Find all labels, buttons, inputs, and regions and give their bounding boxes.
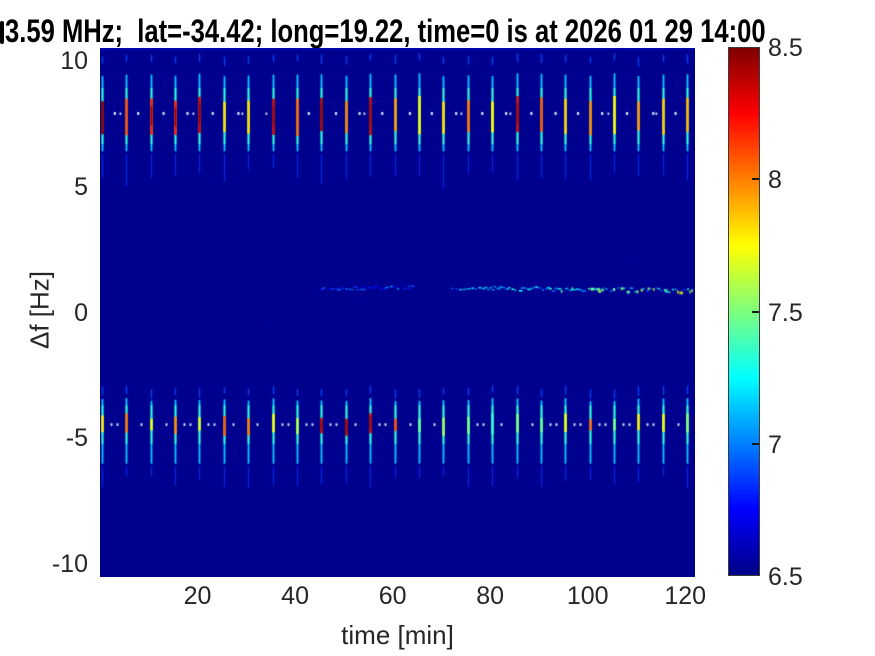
colorbar-tick-mark [752, 442, 759, 445]
colorbar-tick-label: 7.5 [768, 298, 803, 327]
y-tick-label: 5 [74, 172, 88, 201]
x-tick-label: 100 [566, 582, 609, 610]
colorbar-tick-mark [752, 310, 759, 313]
colorbar-tick-label: 7 [768, 430, 782, 459]
colorbar-tick-label: 6.5 [768, 563, 803, 591]
spectrogram-canvas [100, 48, 695, 577]
colorbar-tick-label: 8.5 [768, 34, 803, 62]
x-tick-label: 60 [378, 582, 407, 610]
x-axis-label: time [min] [341, 620, 454, 650]
y-tick-label: 0 [74, 298, 88, 327]
x-tick-label: 40 [281, 582, 309, 610]
title-clipped-char [0, 21, 4, 44]
x-tick-label: 120 [664, 582, 707, 610]
colorbar-tick-mark [752, 178, 759, 181]
x-tick-label: 80 [476, 582, 505, 610]
colorbar-tick-label: 8 [768, 166, 782, 195]
y-tick-label: 10 [60, 46, 88, 75]
x-tick-label: 20 [183, 582, 212, 610]
y-tick-label: -10 [51, 550, 88, 579]
figure-title: 3.59 MHz; lat=-34.42; long=19.22, time=0… [5, 13, 766, 49]
y-tick-label: -5 [65, 424, 88, 453]
